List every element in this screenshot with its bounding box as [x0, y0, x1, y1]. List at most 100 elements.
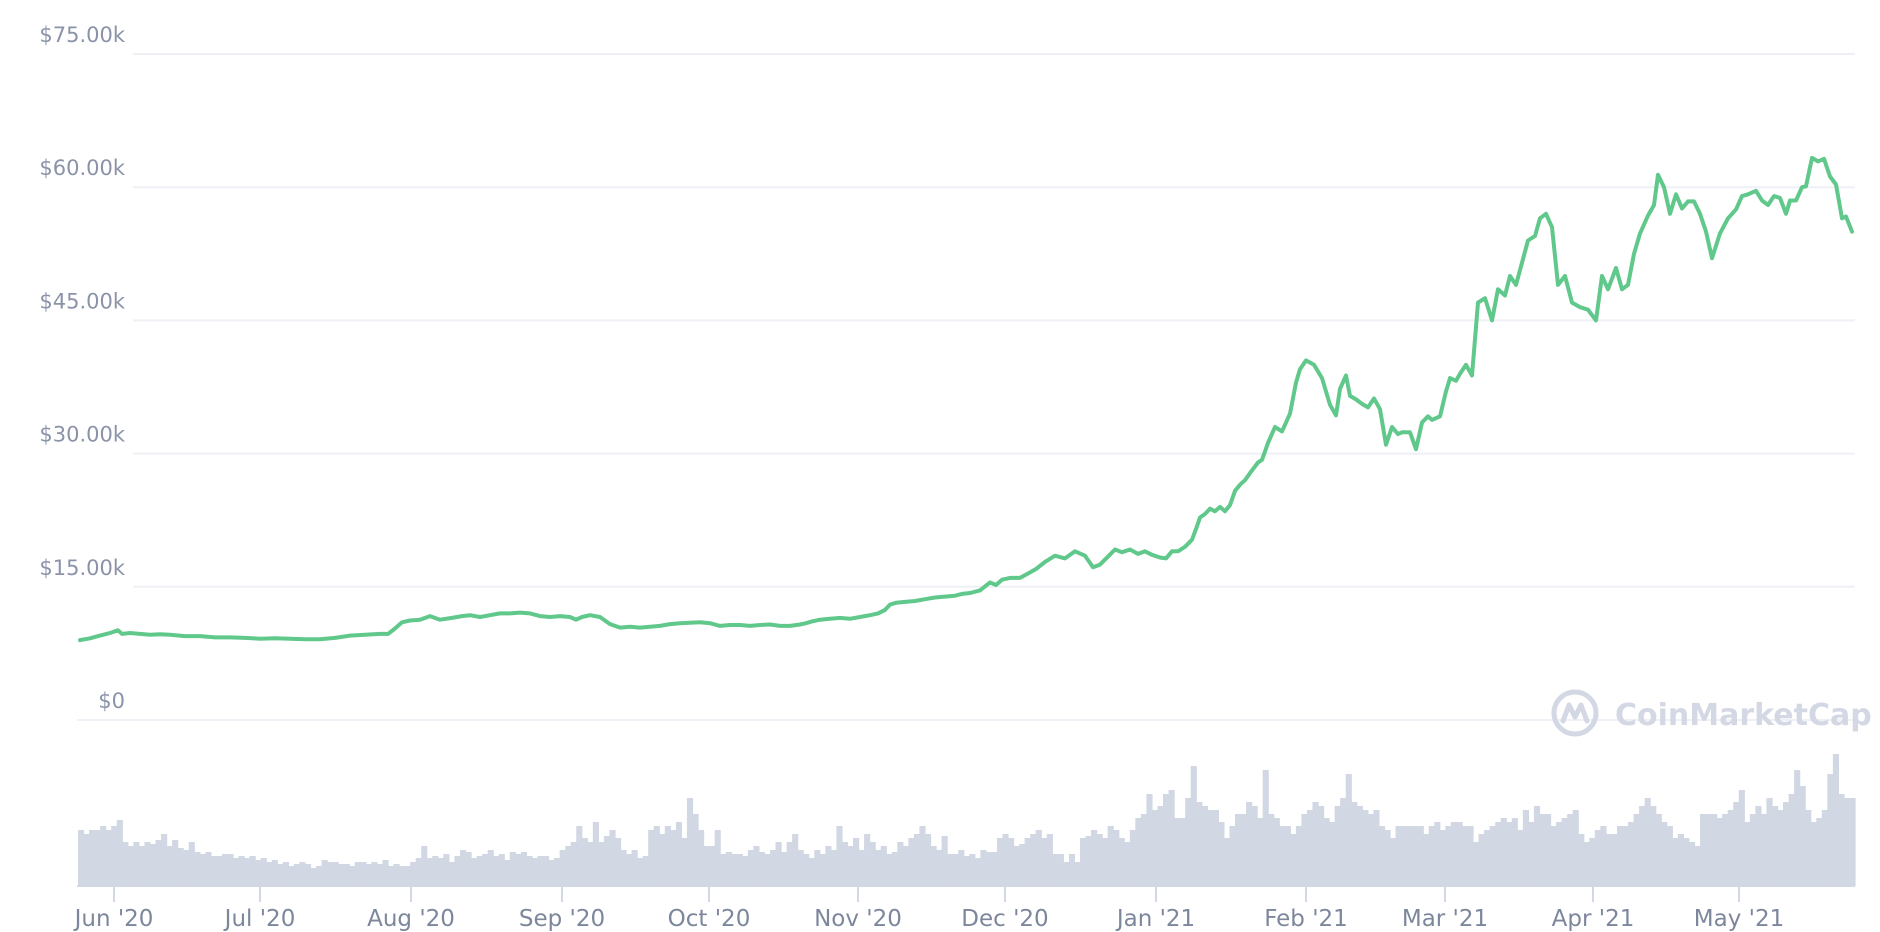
volume-bar [509, 852, 516, 886]
volume-bar [714, 830, 721, 886]
volume-bar [1318, 806, 1325, 886]
volume-bar [1661, 822, 1668, 886]
volume-bar [614, 838, 622, 886]
volume-bar [880, 846, 887, 886]
volume-bar [620, 850, 627, 886]
volume-bar [875, 850, 882, 886]
volume-bar [360, 862, 367, 886]
volume-bar [996, 838, 1004, 886]
volume-bar [327, 862, 334, 886]
volume-bar [465, 852, 472, 886]
y-tick-label: $0 [98, 689, 125, 713]
volume-bar [233, 858, 240, 886]
y-tick-label: $30.00k [39, 423, 125, 447]
volume-bar [753, 846, 760, 886]
volume-bar [122, 842, 129, 886]
volume-bar [1771, 806, 1779, 886]
volume-bar [78, 830, 85, 886]
volume-bar [1118, 838, 1125, 886]
volume-bar [249, 856, 256, 886]
volume-bar [1550, 826, 1557, 886]
volume-bar [631, 850, 638, 886]
volume-bar [1567, 814, 1574, 886]
volume-bar [116, 820, 123, 886]
volume-bar [1079, 838, 1087, 886]
y-tick-label: $75.00k [39, 23, 125, 47]
volume-bar [537, 856, 544, 886]
volume-bar [1306, 810, 1314, 886]
volume-bar [1832, 754, 1839, 886]
volume-bar [1450, 822, 1458, 886]
volume-bar [194, 852, 201, 886]
volume-bar [338, 864, 345, 886]
volume-bar [138, 846, 146, 886]
volume-bar [155, 840, 162, 886]
volume-bar [415, 858, 422, 886]
volume-bar [437, 858, 444, 886]
volume-bar [1423, 834, 1430, 886]
volume-bar [277, 864, 284, 886]
volume-bar [1561, 818, 1568, 886]
volume-bar [891, 852, 898, 886]
volume-bar [1113, 830, 1120, 886]
volume-bar [1434, 822, 1441, 886]
volume-bar [1506, 822, 1513, 886]
volume-bar [227, 854, 234, 886]
volume-bar [304, 864, 312, 886]
volume-bar [786, 842, 793, 886]
volume-bar [1030, 834, 1037, 886]
volume-bar [758, 852, 766, 886]
volume-bar [659, 834, 666, 886]
volume-bar [1783, 802, 1790, 886]
volume-bar [1151, 810, 1159, 886]
volume-bar [769, 850, 777, 886]
volume-bar [1140, 814, 1148, 886]
volume-bar [1384, 830, 1391, 886]
volume-bar [675, 822, 683, 886]
volume-bar [321, 860, 328, 886]
volume-bar [1002, 834, 1009, 886]
volume-bar [1738, 790, 1745, 886]
volume-bar [603, 836, 611, 886]
volume-bar [221, 854, 229, 886]
volume-bar [393, 864, 400, 886]
volume-bar [565, 846, 572, 886]
volume-bar [1146, 794, 1153, 886]
volume-bar [1251, 806, 1258, 886]
volume-bar [1074, 862, 1081, 886]
volume-bar [1727, 810, 1734, 886]
volume-bar [559, 850, 566, 886]
volume-bar [1013, 846, 1020, 886]
volume-bar [1179, 818, 1186, 886]
volume-bar [692, 814, 699, 886]
volume-bar [836, 826, 843, 886]
watermark: CoinMarketCap [1551, 689, 1872, 737]
volume-bars [78, 754, 1856, 886]
volume-bar [94, 830, 101, 886]
volume-bar [1063, 862, 1070, 886]
volume-bar [1201, 806, 1208, 886]
volume-bar [548, 860, 555, 886]
volume-bar [592, 822, 599, 886]
volume-bar [520, 852, 528, 886]
volume-bar [172, 840, 179, 886]
volume-bar [554, 858, 561, 886]
volume-bar [1711, 814, 1718, 886]
volume-bar [1091, 830, 1098, 886]
volume-bar [609, 830, 616, 886]
volume-bar [897, 842, 904, 886]
volume-bar [1035, 830, 1042, 886]
volume-bar [260, 858, 267, 886]
volume-bar [576, 826, 583, 886]
volume-bar [161, 834, 168, 886]
volume-bar [238, 856, 245, 886]
volume-bar [426, 858, 433, 886]
volume-bar [1700, 814, 1707, 886]
volume-bar [736, 854, 743, 886]
volume-bar [1445, 826, 1452, 886]
volume-bar [188, 842, 195, 886]
x-tick-label: Aug '20 [367, 906, 455, 932]
volume-bar [282, 862, 289, 886]
volume-bar [1517, 830, 1524, 886]
volume-bar [1788, 794, 1795, 886]
